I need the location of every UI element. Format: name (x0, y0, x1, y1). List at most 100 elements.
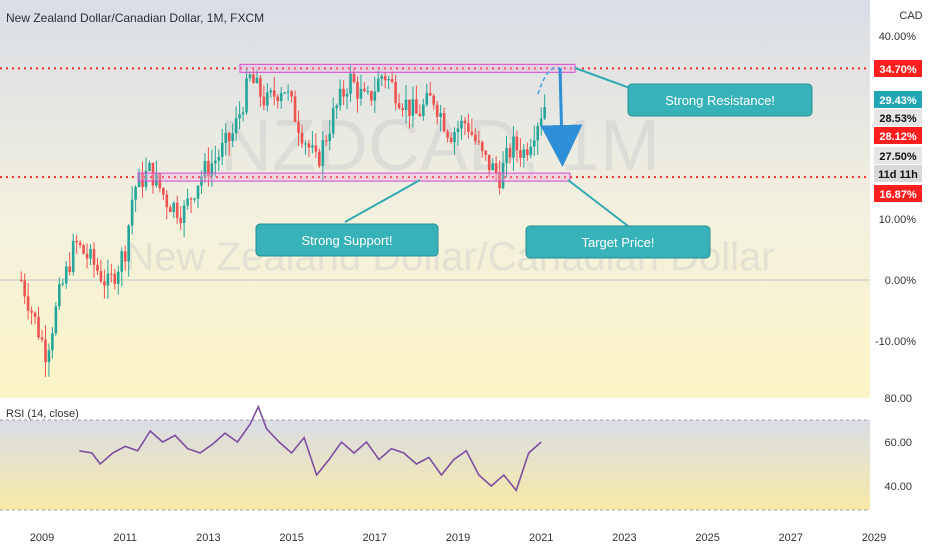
candle-body (155, 173, 158, 186)
candle-body (484, 150, 488, 155)
candle-body (349, 73, 352, 94)
y-tick-label: 10.00% (879, 214, 917, 226)
candle-body (394, 81, 397, 104)
candle-body (120, 251, 124, 272)
x-tick-label: 2011 (113, 532, 137, 544)
y-price-label: 28.53% (874, 109, 922, 126)
candle-body (276, 96, 280, 102)
x-tick-label: 2029 (862, 532, 886, 544)
candle-body (477, 141, 481, 143)
candle-body (453, 132, 456, 143)
main-plot-background (0, 0, 870, 398)
candle-body (397, 103, 401, 109)
y-price-label: 29.43% (874, 91, 922, 108)
support-callout-pointer (344, 179, 421, 223)
candle-body (224, 132, 228, 143)
candle-body (30, 310, 33, 313)
candle-body (255, 77, 259, 84)
candle-body (432, 95, 436, 105)
candle-body (175, 202, 179, 218)
candle-body (103, 281, 106, 286)
y-price-label-text: 29.43% (879, 95, 917, 107)
candle-body (460, 120, 463, 129)
candle-body (411, 99, 415, 116)
y-price-label: 11d 11h (874, 165, 922, 182)
candle-body (408, 99, 411, 116)
candle-body (214, 160, 217, 164)
candle-body (314, 145, 318, 152)
candle-body (415, 99, 418, 114)
candle-body (234, 118, 238, 134)
candle-body (449, 137, 453, 143)
candle-body (58, 284, 61, 307)
candle-body (241, 112, 245, 115)
candle-body (422, 104, 425, 117)
y-axis-ticks: 40.00% 10.00% 0.00% -10.00% (875, 31, 916, 348)
target-price-callout: Target Price! (525, 225, 711, 259)
candle-body (127, 225, 130, 262)
y-price-label: 34.70% (874, 60, 922, 77)
candle-body (512, 136, 515, 158)
candle-body (494, 163, 498, 173)
target-arrow (540, 67, 583, 167)
rsi-label: RSI (14, close) (6, 408, 79, 420)
x-tick-label: 2023 (612, 532, 636, 544)
candle-body (487, 154, 491, 171)
candle-body (207, 161, 210, 177)
y-price-label-text: 28.53% (879, 113, 917, 125)
candle-body (491, 163, 494, 171)
candle-body (404, 99, 408, 111)
candle-body (300, 133, 304, 144)
candle-body (498, 172, 501, 189)
candle-body (321, 140, 325, 167)
candle-body (539, 118, 543, 127)
candle-body (543, 107, 546, 119)
candle-body (196, 185, 200, 199)
candle-body (168, 207, 172, 213)
candle-body (182, 205, 186, 223)
candle-body (68, 266, 72, 272)
candle-body (259, 77, 262, 97)
candle-body (501, 162, 505, 189)
candle-body (272, 90, 276, 97)
target-price-text: Target Price! (582, 235, 655, 250)
strong-resistance-callout: Strong Resistance! (627, 83, 813, 117)
candle-body (536, 126, 540, 141)
x-tick-label: 2015 (279, 532, 303, 544)
rsi-tick-label: 80.00 (884, 393, 912, 405)
candle-body (44, 339, 47, 363)
candle-body (227, 132, 231, 142)
candle-body (238, 114, 241, 119)
candle-body (82, 245, 85, 254)
candle-body (480, 142, 484, 151)
candle-body (428, 92, 432, 96)
candle-body (116, 271, 120, 284)
candle-body (220, 142, 224, 158)
candle-body (311, 145, 314, 148)
candle-body (252, 74, 255, 84)
candle-body (37, 316, 40, 338)
candle-body (352, 73, 356, 83)
candle-body (286, 91, 290, 93)
target-callout-pointer (567, 179, 629, 227)
candle-body (526, 149, 529, 156)
candle-body (61, 283, 65, 285)
y-axis-unit: CAD (899, 10, 922, 22)
candle-body (446, 131, 449, 138)
x-tick-label: 2025 (695, 532, 719, 544)
candle-body (324, 140, 328, 142)
candle-body (245, 78, 248, 113)
candle-body (359, 88, 363, 99)
candle-body (92, 249, 96, 265)
candle-body (33, 312, 37, 317)
candle-body (318, 151, 321, 167)
candle-body (189, 198, 193, 200)
candle-body (366, 91, 370, 93)
candle-body (141, 172, 144, 188)
x-tick-label: 2009 (30, 532, 54, 544)
candle-body (505, 147, 508, 163)
candle-body (401, 108, 404, 111)
candle-body (470, 131, 474, 135)
candle-body (279, 93, 283, 102)
